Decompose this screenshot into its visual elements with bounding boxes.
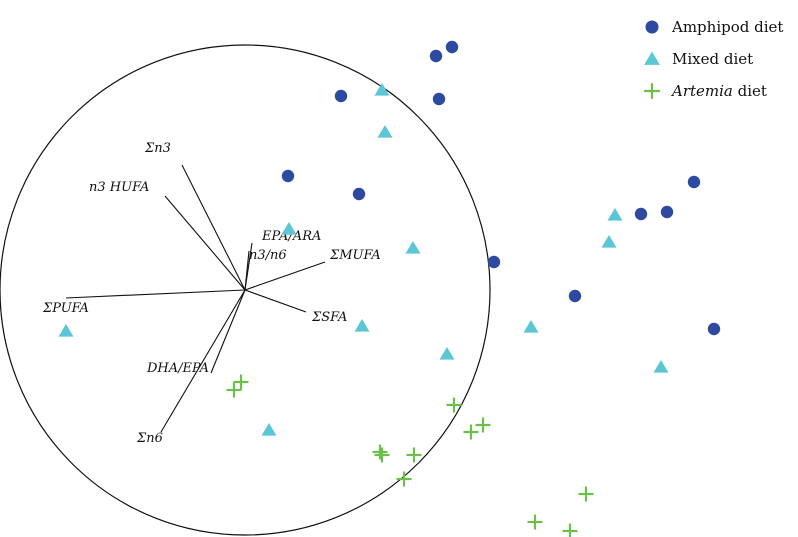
legend-marker-artemia [644, 83, 660, 99]
amphipod-point [687, 175, 701, 189]
amphipod-point [432, 92, 446, 106]
amphipod-point [634, 207, 648, 221]
legend-label-mixed: Mixed diet [672, 50, 753, 68]
loading-vector-line [181, 164, 246, 291]
mixed-point [405, 241, 421, 254]
loading-vector-line [65, 289, 246, 299]
mixed-point [377, 125, 393, 138]
amphipod-point [445, 40, 459, 54]
artemia-point [562, 523, 578, 537]
legend-label-amphipod: Amphipod diet [671, 18, 783, 36]
loading-vector-label: ΣMUFA [329, 248, 381, 263]
loading-vector-label: n3 HUFA [89, 180, 149, 195]
mixed-point [601, 235, 617, 248]
amphipod-point [487, 255, 501, 269]
loading-vector-line [244, 261, 326, 291]
mixed-point [261, 423, 277, 436]
mixed-point [439, 347, 455, 360]
correlation-circle-layer [0, 44, 491, 536]
loading-vector-label: Σn6 [136, 431, 163, 446]
mixed-point [523, 320, 539, 333]
mixed-point [58, 324, 74, 337]
artemia-point [475, 417, 491, 433]
artemia-point [372, 444, 388, 460]
data-points [58, 40, 721, 537]
loading-vector-label: DHA/EPA [146, 361, 209, 376]
artemia-point [446, 397, 462, 413]
artemia-point [233, 374, 249, 390]
amphipod-point [660, 205, 674, 219]
loading-vector-label: ΣSFA [311, 310, 347, 325]
loading-vector-label: Σn3 [144, 141, 171, 156]
correlation-circle [0, 44, 491, 536]
mixed-point [607, 208, 623, 221]
mixed-point [374, 83, 390, 96]
legend-marker-mixed [644, 51, 660, 65]
loading-vector-line [160, 289, 246, 433]
loading-vectors: Σn3 n3 HUFA EPA/ARA n3/n6 ΣMUFA ΣSFA ΣPUFA DHA/… [42, 141, 381, 446]
artemia-point [578, 486, 594, 502]
amphipod-point [334, 89, 348, 103]
amphipod-point [429, 49, 443, 63]
loading-vector-label: EPA/ARA [261, 229, 321, 244]
amphipod-point [352, 187, 366, 201]
loading-vector-label: ΣPUFA [42, 301, 89, 316]
legend: Amphipod diet Mixed diet Artemia diet [644, 18, 783, 100]
artemia-point [374, 447, 390, 463]
legend-marker-amphipod [645, 20, 659, 34]
artemia-point [406, 447, 422, 463]
loading-vector-line [244, 250, 250, 291]
mixed-point [354, 319, 370, 332]
loading-vector-line [244, 289, 307, 313]
mixed-point [653, 360, 669, 373]
artemia-point [226, 382, 242, 398]
artemia-point [463, 424, 479, 440]
loading-vector-line [210, 289, 246, 374]
amphipod-point [707, 322, 721, 336]
amphipod-point [281, 169, 295, 183]
loading-vector-line [164, 195, 246, 291]
artemia-point [527, 514, 543, 530]
amphipod-point [568, 289, 582, 303]
legend-label-artemia: Artemia diet [670, 82, 767, 100]
artemia-point [396, 471, 412, 487]
mixed-point [281, 222, 297, 235]
loading-vector-label: n3/n6 [249, 248, 287, 263]
